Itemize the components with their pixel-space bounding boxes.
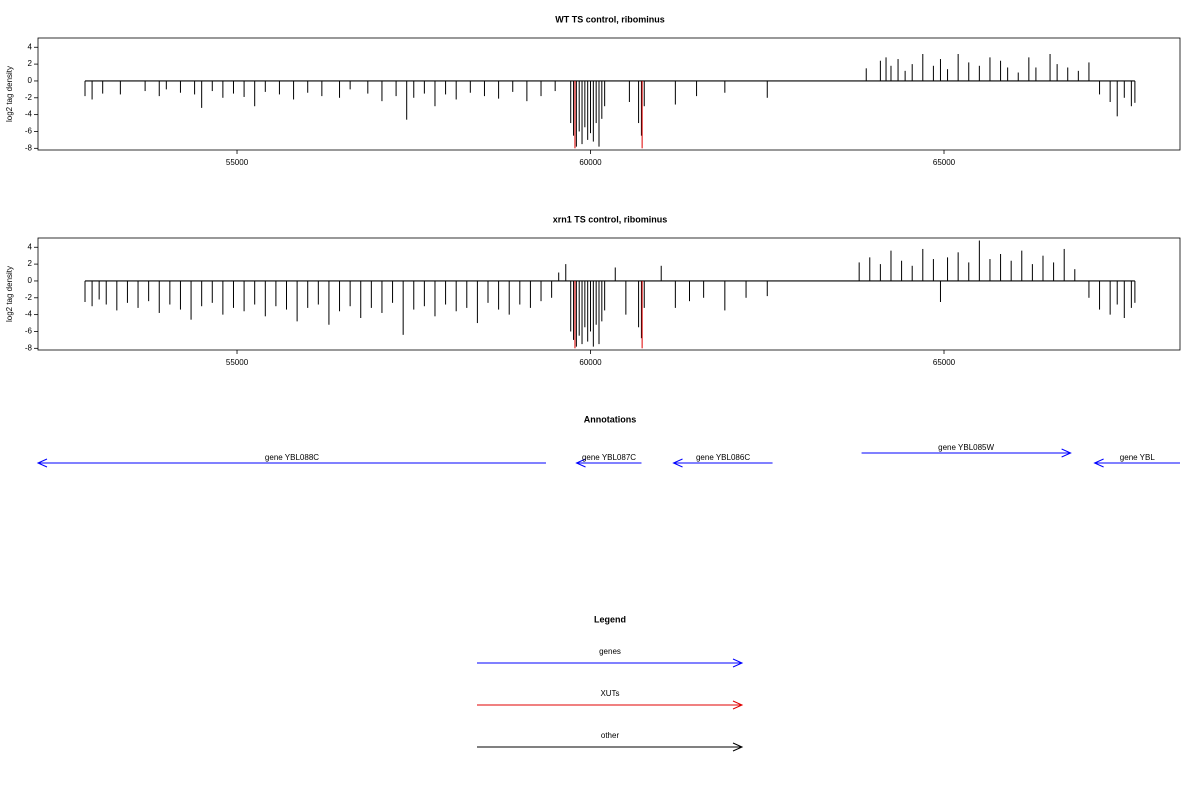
y-tick-label: 4 (28, 42, 33, 51)
y-tick-label: 0 (28, 276, 33, 285)
y-tick-label: -4 (25, 110, 33, 119)
y-tick-label: -6 (25, 127, 33, 136)
x-tick-label: 60000 (579, 358, 602, 367)
legend-arrow-head (732, 700, 744, 710)
y-axis-label: log2 tag density (5, 266, 14, 322)
x-tick-label: 55000 (226, 358, 249, 367)
gene-label: gene YBL086C (696, 453, 750, 462)
y-tick-label: -6 (25, 327, 33, 336)
gene-arrow-head (1061, 448, 1072, 458)
y-tick-label: -2 (25, 93, 33, 102)
legend-label: other (601, 731, 620, 740)
gene-label: gene YBL088C (265, 453, 319, 462)
gene-arrow-head (575, 458, 586, 468)
y-tick-label: 2 (28, 259, 33, 268)
x-tick-label: 55000 (226, 158, 249, 167)
legend-arrow-head (732, 742, 744, 752)
legend-arrow-head (732, 658, 744, 668)
y-tick-label: -8 (25, 143, 33, 152)
legend-label: XUTs (600, 689, 619, 698)
gene-label: gene YBL087C (582, 453, 636, 462)
gene-arrow-head (1093, 458, 1104, 468)
y-axis-label: log2 tag density (5, 66, 14, 122)
plot-frame (37, 237, 1181, 351)
chart-title: WT TS control, ribominus (555, 14, 665, 24)
y-tick-label: -2 (25, 293, 33, 302)
gene-label: gene YBL (1120, 453, 1156, 462)
y-tick-label: 0 (28, 76, 33, 85)
gene-arrow-head (36, 458, 48, 468)
x-tick-label: 65000 (933, 358, 956, 367)
y-tick-label: -4 (25, 310, 33, 319)
annotations-title: Annotations (584, 414, 637, 424)
y-tick-label: -8 (25, 343, 33, 352)
gene-arrow-head (672, 458, 683, 468)
gene-label: gene YBL085W (938, 443, 994, 452)
x-tick-label: 65000 (933, 158, 956, 167)
x-tick-label: 60000 (579, 158, 602, 167)
y-tick-label: 4 (28, 242, 33, 251)
plot-frame (37, 37, 1181, 151)
y-tick-label: 2 (28, 59, 33, 68)
legend-label: genes (599, 647, 621, 656)
legend-title: Legend (594, 614, 626, 624)
chart-title: xrn1 TS control, ribominus (553, 214, 668, 224)
